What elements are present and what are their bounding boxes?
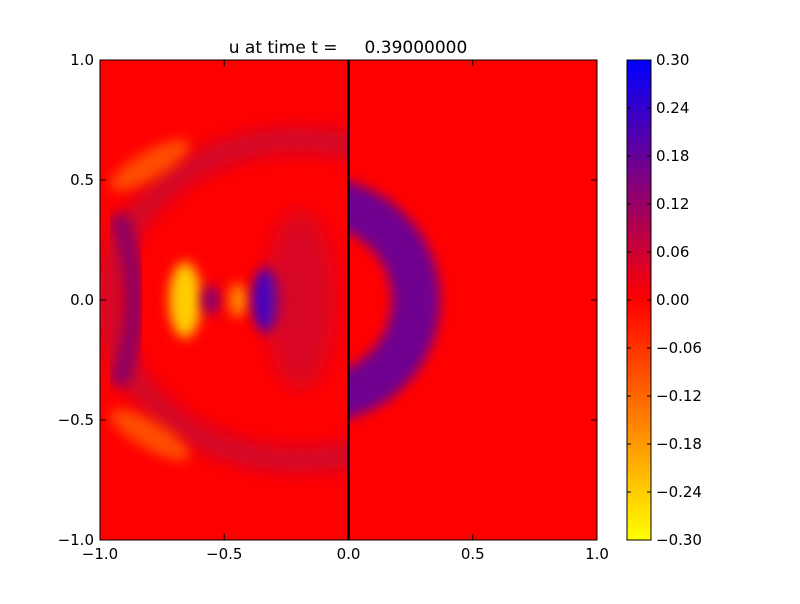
colorbar-tick-label: −0.30 xyxy=(656,531,702,549)
faint-ring xyxy=(100,129,348,471)
colorbar-tick-label: 0.18 xyxy=(656,147,689,165)
y-tick-label: 0.5 xyxy=(70,171,94,189)
axes: −1.0 −0.5 0.0 0.5 1.0 −1.0 −0.5 0.0 0.5 1.0 xyxy=(58,51,609,563)
colorbar-tick-label: 0.12 xyxy=(656,195,689,213)
colorbar-tick-label: 0.06 xyxy=(656,243,689,261)
y-tick-label: 0.0 xyxy=(70,291,94,309)
colorbar-ticks: 0.30 0.24 0.18 0.12 0.06 0.00 −0.06 −0.12 −0.18 −… xyxy=(627,51,702,549)
yellow-crescent xyxy=(169,262,201,338)
colorbar-tick-label: 0.30 xyxy=(656,51,689,69)
x-tick-label: 0.0 xyxy=(337,545,361,563)
orange-arc-top xyxy=(110,139,190,191)
colorbar-tick-label: −0.12 xyxy=(656,387,702,405)
purple-crescent xyxy=(348,181,440,419)
y-tick-label: −0.5 xyxy=(58,411,94,429)
plot-area xyxy=(100,60,597,540)
colorbar-tick-label: −0.24 xyxy=(656,483,702,501)
purple-band xyxy=(108,211,144,389)
orange-arc-bottom xyxy=(110,409,190,461)
y-tick-label: 1.0 xyxy=(70,51,94,69)
purple-dot xyxy=(202,285,220,315)
chart-title: u at time t = 0.39000000 xyxy=(229,38,468,58)
colorbar-tick-label: 0.24 xyxy=(656,99,689,117)
colorbar-tick-label: −0.06 xyxy=(656,339,702,357)
x-tick-label: 1.0 xyxy=(585,545,609,563)
colorbar-tick-label: −0.18 xyxy=(656,435,702,453)
x-tick-label: 0.5 xyxy=(461,545,485,563)
y-tick-label: −1.0 xyxy=(58,531,94,549)
x-tick-label: −0.5 xyxy=(206,545,242,563)
orange-dot xyxy=(229,283,247,317)
x-tick-label: −1.0 xyxy=(82,545,118,563)
left-purple-halo xyxy=(265,210,335,390)
colorbar-tick-label: 0.00 xyxy=(656,291,689,309)
